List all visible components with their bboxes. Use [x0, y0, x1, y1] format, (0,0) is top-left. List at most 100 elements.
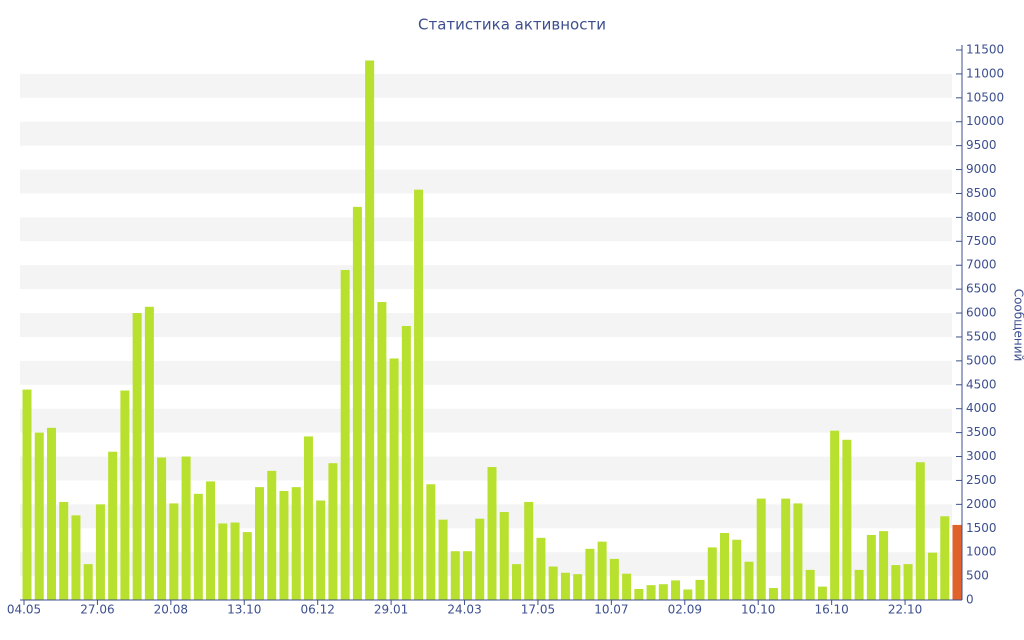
bar — [463, 551, 473, 600]
grid-band — [20, 313, 952, 337]
grid-band — [20, 504, 952, 529]
y-tick-label: 3000 — [966, 449, 997, 463]
bar — [389, 358, 399, 600]
y-tick-label: 1000 — [966, 545, 997, 559]
bar — [597, 541, 607, 600]
bar — [340, 270, 350, 600]
grid-band — [20, 456, 952, 481]
bar — [524, 501, 534, 600]
x-tick-label: 24.03 — [447, 603, 481, 617]
x-tick-label: 29.01 — [374, 603, 408, 617]
y-tick-label: 2500 — [966, 473, 997, 487]
bar — [426, 484, 436, 600]
bar — [255, 487, 264, 600]
bar — [83, 564, 93, 600]
y-tick-label: 0 — [966, 593, 974, 607]
y-tick-label: 7000 — [966, 258, 997, 272]
bar — [671, 580, 681, 600]
grid-band — [20, 121, 952, 146]
grid-band — [20, 169, 952, 194]
bar — [536, 537, 546, 600]
y-tick-label: 9000 — [966, 162, 997, 176]
bar — [144, 306, 154, 600]
bar — [903, 564, 913, 600]
bar — [732, 539, 742, 600]
bar — [842, 439, 852, 600]
y-tick-label: 10000 — [966, 114, 1004, 128]
bar — [157, 457, 167, 600]
x-tick-label: 06.12 — [301, 603, 335, 617]
x-tick-label: 02.09 — [668, 603, 702, 617]
y-tick-label: 10500 — [966, 90, 1004, 104]
bar — [560, 572, 570, 600]
bar — [891, 565, 901, 600]
y-tick-label: 9500 — [966, 138, 997, 152]
chart-title: Статистика активности — [418, 16, 606, 34]
bar — [487, 467, 497, 600]
bar — [242, 532, 252, 600]
bar — [95, 504, 105, 600]
bar — [817, 586, 827, 600]
y-tick-label: 3500 — [966, 425, 997, 439]
bar — [646, 585, 656, 600]
bar — [59, 501, 69, 600]
bar — [193, 493, 203, 600]
grid-band — [20, 265, 952, 290]
y-tick-label: 7500 — [966, 234, 997, 248]
bar — [120, 390, 130, 600]
bar — [830, 430, 840, 600]
bar — [34, 432, 44, 600]
bar — [768, 588, 778, 600]
bar — [573, 574, 583, 600]
bar — [279, 490, 289, 600]
bar — [781, 498, 791, 600]
x-tick-label: 10.07 — [594, 603, 628, 617]
x-tick-label: 13.10 — [227, 603, 261, 617]
y-axis-label: Сообщений — [1012, 289, 1024, 362]
y-tick-label: 5500 — [966, 329, 997, 343]
bar — [267, 470, 277, 600]
y-tick-label: 2000 — [966, 497, 997, 511]
grid-band — [20, 217, 952, 242]
grid-band — [20, 73, 952, 98]
grid-band — [20, 360, 952, 385]
bar — [805, 569, 815, 600]
y-tick-label: 6000 — [966, 306, 997, 320]
x-tick-label: 16.10 — [814, 603, 848, 617]
bar — [22, 389, 32, 600]
y-tick-label: 6500 — [966, 282, 997, 296]
bar — [928, 552, 938, 600]
bar — [475, 518, 485, 600]
bar — [218, 523, 228, 600]
bar — [658, 584, 668, 600]
grid-band — [20, 552, 952, 577]
bar — [720, 533, 729, 600]
bar — [450, 551, 460, 600]
bar — [744, 561, 754, 600]
bar — [414, 189, 424, 601]
y-tick-label: 4000 — [966, 401, 997, 415]
bar — [866, 534, 876, 600]
grid-band — [20, 408, 952, 433]
bar — [352, 206, 362, 600]
bar — [230, 522, 240, 600]
bar — [793, 503, 803, 600]
y-tick-label: 500 — [966, 569, 989, 583]
bar — [511, 564, 521, 600]
bar — [108, 451, 118, 600]
bar — [756, 498, 766, 600]
bar — [377, 302, 387, 600]
bar — [622, 573, 632, 600]
bar — [181, 456, 191, 600]
x-tick-label: 17.05 — [521, 603, 555, 617]
bar — [169, 503, 179, 600]
y-tick-label: 8000 — [966, 210, 997, 224]
y-tick-label: 5000 — [966, 353, 997, 367]
bar — [206, 481, 216, 600]
bar — [438, 519, 448, 600]
y-tick-label: 11500 — [966, 43, 1004, 57]
bar — [401, 325, 411, 600]
bar — [303, 436, 313, 600]
bar — [854, 569, 864, 600]
bar — [316, 500, 326, 600]
